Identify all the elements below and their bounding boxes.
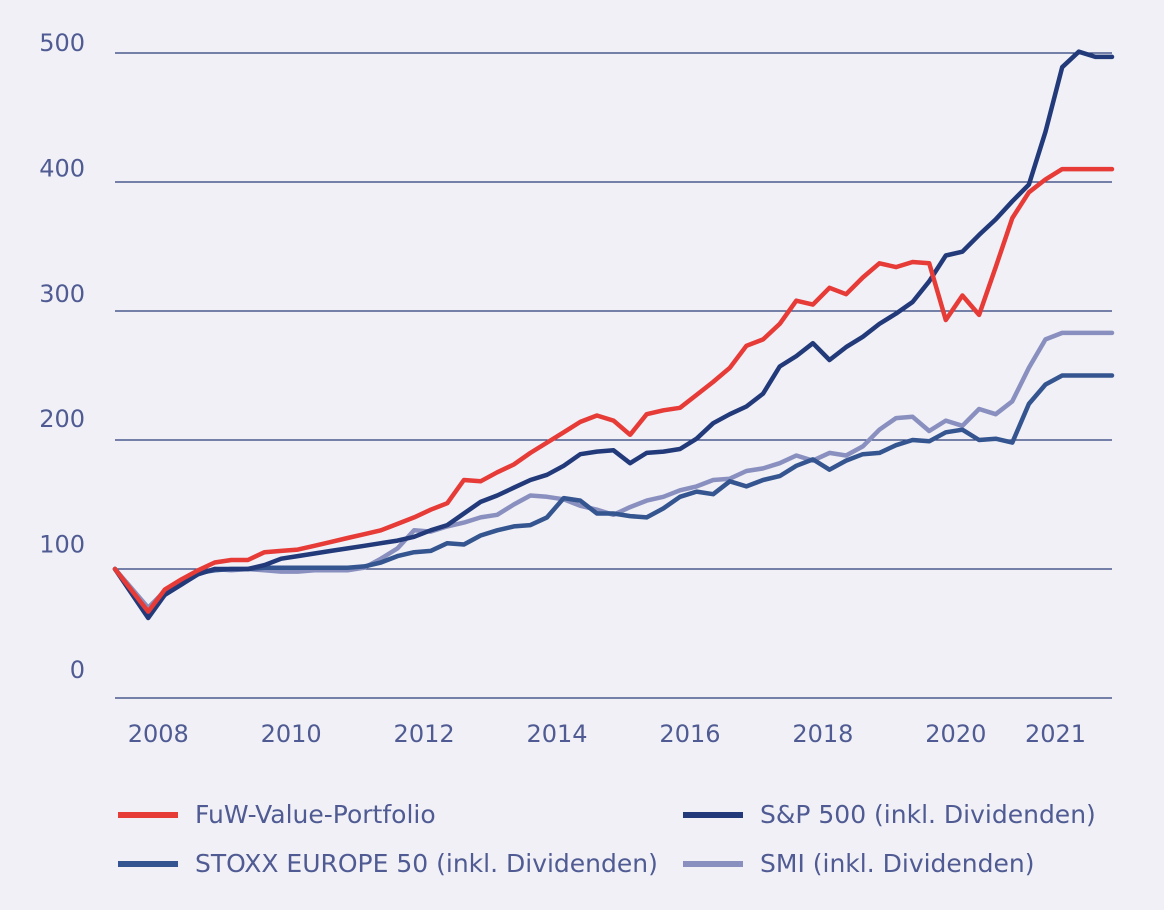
legend-label-smi: SMI (inkl. Dividenden) (760, 849, 1035, 878)
y-tick-label-0: 0 (70, 656, 85, 684)
x-tick-label-2014: 2014 (526, 720, 587, 748)
y-tick-label-200: 200 (39, 405, 85, 433)
y-tick-label-100: 100 (39, 531, 85, 559)
x-tick-label-2020: 2020 (925, 720, 986, 748)
x-tick-label-2008: 2008 (128, 720, 189, 748)
x-tick-label-2021: 2021 (1025, 720, 1086, 748)
series-lines (112, 49, 1115, 621)
series-line-fuw-value-portfolio (112, 166, 1115, 614)
y-tick-label-400: 400 (39, 154, 85, 182)
x-tick-label-2018: 2018 (792, 720, 853, 748)
legend-label-sp500: S&P 500 (inkl. Dividenden) (760, 800, 1096, 829)
y-axis-labels: 0 100 200 300 400 500 (39, 29, 85, 684)
x-axis-labels: 2008 2010 2012 2014 2016 2018 2020 2021 (128, 720, 1086, 748)
x-tick-label-2016: 2016 (659, 720, 720, 748)
legend: FuW-Value-Portfolio S&P 500 (inkl. Divid… (118, 800, 1096, 878)
gridlines (115, 52, 1112, 699)
series-line-smi-inkl-dividenden (112, 330, 1115, 610)
y-tick-label-300: 300 (39, 280, 85, 308)
x-tick-label-2010: 2010 (261, 720, 322, 748)
series-line-s-p-500-inkl-dividenden (112, 49, 1115, 621)
series-line-stoxx-europe-50-inkl-dividenden (112, 373, 1115, 617)
legend-label-fuw: FuW-Value-Portfolio (195, 800, 436, 829)
x-tick-label-2012: 2012 (394, 720, 455, 748)
y-tick-label-500: 500 (39, 29, 85, 57)
legend-label-stoxx: STOXX EUROPE 50 (inkl. Dividenden) (195, 849, 658, 878)
